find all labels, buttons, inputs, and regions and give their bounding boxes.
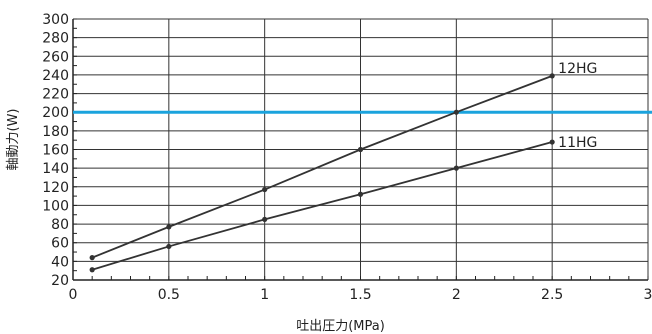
- series-line-12hg: [91, 75, 553, 259]
- y-tick-label: 40: [51, 254, 69, 270]
- y-tick-label: 280: [42, 31, 69, 47]
- data-point-11hg: [262, 216, 268, 223]
- x-tick-label: 2.5: [541, 287, 563, 303]
- y-tick-label: 60: [51, 236, 69, 252]
- y-tick-label: 200: [42, 105, 69, 121]
- series-label-12hg: 12HG: [558, 61, 597, 77]
- y-tick-label: 240: [42, 68, 69, 84]
- data-point-11hg: [357, 191, 364, 197]
- x-tick-label: 1: [260, 287, 269, 303]
- data-point-12hg: [262, 186, 268, 193]
- x-tick-label: 3: [644, 287, 652, 303]
- y-tick-label: 20: [51, 273, 69, 289]
- y-tick-label: 180: [42, 124, 69, 140]
- series-layer: [89, 73, 555, 273]
- data-point-11hg: [453, 165, 459, 171]
- x-tick-label: 0.5: [158, 287, 180, 303]
- y-axis-title: 軸動力(W): [6, 109, 21, 171]
- y-tick-label: 160: [42, 143, 69, 159]
- x-tick-label: 1.5: [349, 287, 371, 303]
- grid-layer: [73, 18, 649, 280]
- y-tick-label: 300: [42, 12, 69, 28]
- y-tick-label: 220: [42, 87, 69, 103]
- label-layer: 2040608010012014016018020022024026028030…: [42, 12, 652, 303]
- y-tick-label: 260: [42, 49, 69, 65]
- y-tick-label: 100: [42, 198, 69, 214]
- y-tick-label: 120: [42, 180, 69, 196]
- data-point-12hg: [357, 146, 364, 153]
- series-line-11hg: [91, 141, 553, 271]
- x-tick-label: 0: [69, 287, 78, 303]
- data-point-12hg: [549, 73, 555, 79]
- x-axis-title: 吐出圧力(MPa): [296, 319, 385, 334]
- axis-layer: [72, 18, 649, 281]
- data-point-11hg: [166, 243, 172, 250]
- data-point-12hg: [453, 109, 459, 115]
- data-point-11hg: [89, 267, 95, 273]
- data-point-11hg: [549, 139, 555, 145]
- data-point-12hg: [89, 255, 95, 261]
- data-point-12hg: [166, 224, 172, 230]
- y-tick-label: 140: [42, 161, 69, 177]
- y-tick-label: 80: [51, 217, 69, 233]
- series-label-11hg: 11HG: [558, 135, 597, 151]
- x-tick-label: 2: [452, 287, 461, 303]
